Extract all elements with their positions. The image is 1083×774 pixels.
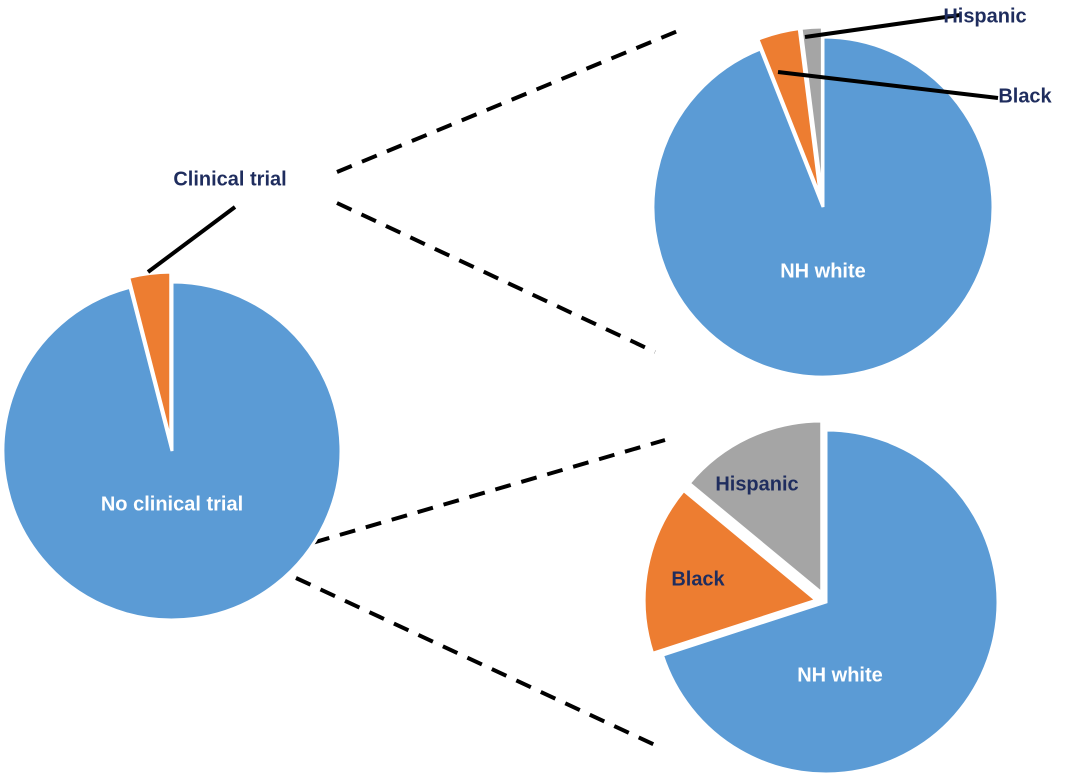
leader-line [146, 205, 237, 274]
pie-slice [1, 280, 343, 622]
leader-line [804, 13, 961, 39]
pie-slice [799, 25, 824, 198]
slice-label: Clinical trial [173, 168, 286, 190]
slice-label: NH white [780, 260, 866, 282]
slice-label: Hispanic [715, 473, 798, 495]
slice-label: No clinical trial [101, 493, 243, 515]
pie-slice [755, 26, 823, 198]
slice-label: NH white [797, 664, 883, 686]
connector [295, 576, 656, 747]
slice-label: Black [998, 85, 1052, 107]
pie-slice [660, 428, 1000, 774]
connector [336, 26, 686, 174]
pie-slice [687, 419, 824, 597]
leader-line [777, 70, 999, 100]
slice-label: Hispanic [943, 5, 1026, 27]
connector [336, 201, 656, 354]
pie-slice [651, 35, 995, 379]
pie-slice [642, 488, 820, 656]
pie-slice [126, 270, 173, 442]
connector [287, 438, 666, 552]
slice-label: Black [671, 568, 725, 590]
